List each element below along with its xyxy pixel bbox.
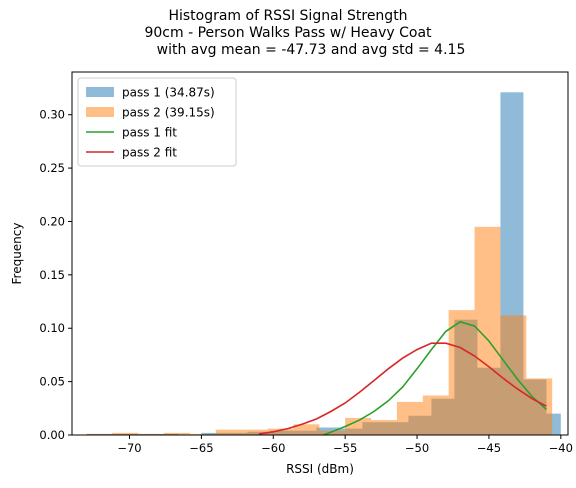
x-axis-label: RSSI (dBm) <box>286 462 354 476</box>
histogram-bar-series-2 <box>189 433 216 435</box>
x-tick-label: −60 <box>261 441 285 455</box>
histogram-bar-series-2 <box>345 417 372 435</box>
y-tick-label: 0.10 <box>39 321 65 335</box>
histogram-bar-series-2 <box>215 429 242 435</box>
y-tick-label: 0.05 <box>39 375 65 389</box>
y-tick-label: 0.30 <box>39 108 65 122</box>
histogram-bar-series-2 <box>138 433 165 435</box>
histogram-bar-series-2 <box>371 420 397 435</box>
chart-title-line-2: 90cm - Person Walks Pass w/ Heavy Coat <box>144 25 432 41</box>
legend-swatch-series-1 <box>86 87 114 97</box>
x-tick-label: −65 <box>189 441 213 455</box>
legend-label-series-1: pass 1 (34.87s) <box>122 86 215 100</box>
histogram-bar-series-2 <box>319 430 346 435</box>
histogram-bar-series-2 <box>164 432 190 435</box>
legend-label-series-3: pass 1 fit <box>122 126 177 140</box>
y-tick-label: 0.20 <box>39 214 65 228</box>
legend-label-series-4: pass 2 fit <box>122 146 177 160</box>
x-tick-label: −40 <box>549 441 573 455</box>
histogram-bar-series-2 <box>500 315 527 435</box>
histogram-bar-series-2 <box>422 395 449 435</box>
histogram-bar-series-2 <box>396 401 423 435</box>
y-tick-label: 0.00 <box>39 428 65 442</box>
fit-line-series-3 <box>323 320 547 436</box>
chart-title-line-3: with avg mean = -47.73 and avg std = 4.1… <box>156 42 466 58</box>
y-tick-label: 0.15 <box>39 268 65 282</box>
legend-label-series-2: pass 2 (39.15s) <box>122 106 215 120</box>
chart-title-line-1: Histogram of RSSI Signal Strength <box>168 8 408 24</box>
histogram-bar-series-2 <box>526 378 553 435</box>
legend-box <box>77 77 237 167</box>
histogram-bar-series-2 <box>293 424 320 435</box>
histogram-bar-series-2 <box>86 433 113 435</box>
histogram-bar-series-2 <box>267 428 294 435</box>
x-tick-label: −50 <box>405 441 429 455</box>
y-tick-label: 0.25 <box>39 161 65 175</box>
axis-ticks: −70 −65 −60 −55 −50 −45 −40 0.00 0.05 0.10 0.15 0.2… <box>39 108 573 455</box>
histogram-bars <box>86 92 561 436</box>
histogram-bar-series-2 <box>241 429 268 435</box>
y-axis-label: Frequency <box>10 223 24 285</box>
histogram-bar-series-2 <box>112 432 139 435</box>
x-tick-label: −45 <box>477 441 501 455</box>
fit-line-series-4 <box>258 342 547 435</box>
legend-swatch-series-2 <box>86 107 114 117</box>
histogram-bar-series-2 <box>448 310 475 435</box>
x-tick-label: −55 <box>333 441 357 455</box>
legend: pass 1 (34.87s) pass 2 (39.15s) pass 1 fit… <box>77 77 237 167</box>
plot-frame <box>71 71 569 436</box>
x-tick-label: −70 <box>117 441 141 455</box>
fit-lines <box>258 320 547 436</box>
